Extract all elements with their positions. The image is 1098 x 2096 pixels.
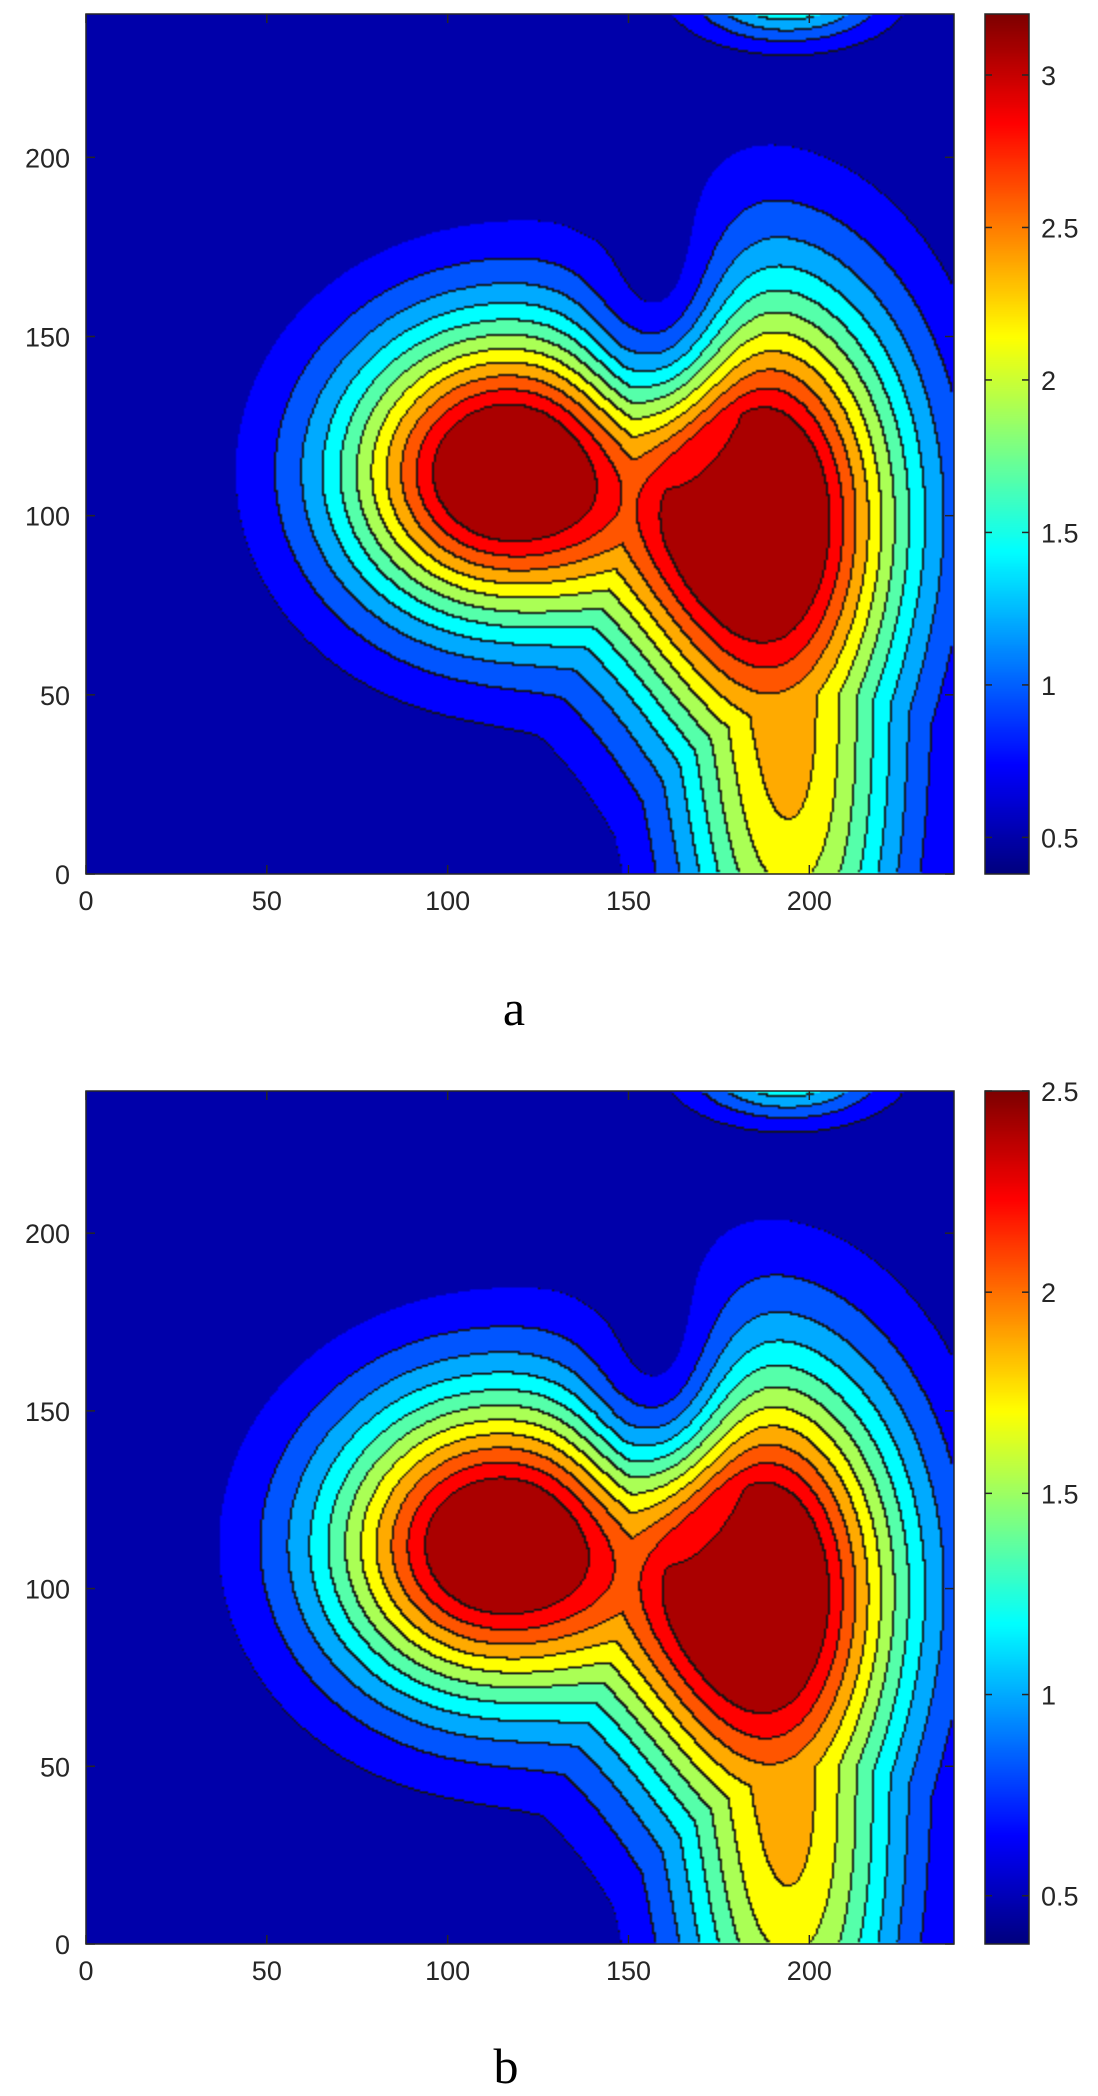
- colorbar-tick-label: 2: [1041, 366, 1056, 396]
- x-tick-label: 0: [78, 886, 93, 916]
- colorbar-ticks-b: 0.5 1 1.5 2 2.5: [985, 1077, 1079, 1912]
- x-tick-label: 200: [787, 886, 832, 916]
- x-tick-label: 100: [425, 886, 470, 916]
- y-axis-ticks-b: 0 50 100 150 200: [25, 1219, 954, 1960]
- chart-panel-b: 0 50 100 150 200 0 50 100 150 200 0.5 1 1.5 2 2.5 b: [25, 1077, 1079, 2094]
- y-tick-label: 150: [25, 1397, 70, 1427]
- colorbar-tick-label: 0.5: [1041, 823, 1079, 853]
- colorbar-tick-label: 1.5: [1041, 1479, 1079, 1509]
- x-tick-label: 50: [252, 1956, 282, 1986]
- colorbar-tick-label: 2: [1041, 1278, 1056, 1308]
- x-tick-label: 0: [78, 1956, 93, 1986]
- y-tick-label: 0: [55, 860, 70, 890]
- colorbar-b: [985, 1091, 1029, 1944]
- colorbar-tick-label: 0.5: [1041, 1882, 1079, 1912]
- y-tick-label: 50: [40, 681, 70, 711]
- x-axis-ticks-b: 0 50 100 150 200: [78, 1091, 832, 1986]
- contour-heatmap-b: [86, 1091, 954, 1944]
- colorbar-tick-label: 3: [1041, 61, 1056, 91]
- x-tick-label: 150: [606, 886, 651, 916]
- colorbar-frame-b: [984, 1090, 1030, 1945]
- chart-panel-a: 0 50 100 150 200 0 50 100 150 200 0.5 1 1.5 2 2.5 3 a: [25, 13, 1079, 1036]
- y-tick-label: 100: [25, 502, 70, 532]
- x-tick-label: 150: [606, 1956, 651, 1986]
- colorbar-a: [985, 14, 1029, 874]
- x-tick-label: 200: [787, 1956, 832, 1986]
- contour-heatmap-a: [86, 14, 954, 874]
- colorbar-ticks-a: 0.5 1 1.5 2 2.5 3: [985, 61, 1079, 853]
- colorbar-tick-label: 1: [1041, 1681, 1056, 1711]
- y-tick-label: 200: [25, 143, 70, 173]
- y-axis-ticks-a: 0 50 100 150 200: [25, 143, 954, 890]
- colorbar-tick-label: 2.5: [1041, 1077, 1079, 1107]
- colorbar-tick-label: 1: [1041, 671, 1056, 701]
- x-tick-label: 100: [425, 1956, 470, 1986]
- panel-label-b: b: [494, 2038, 519, 2094]
- x-axis-ticks-a: 0 50 100 150 200: [78, 14, 832, 916]
- y-tick-label: 150: [25, 323, 70, 353]
- colorbar-frame-a: [984, 13, 1030, 875]
- colorbar-tick-label: 2.5: [1041, 213, 1079, 243]
- colorbar-tick-label: 1.5: [1041, 518, 1079, 548]
- y-tick-label: 100: [25, 1575, 70, 1605]
- y-tick-label: 200: [25, 1219, 70, 1249]
- y-tick-label: 0: [55, 1930, 70, 1960]
- y-tick-label: 50: [40, 1752, 70, 1782]
- plot-frame-b: [85, 1090, 955, 1945]
- panel-label-a: a: [503, 980, 525, 1036]
- x-tick-label: 50: [252, 886, 282, 916]
- plot-frame-a: [85, 13, 955, 875]
